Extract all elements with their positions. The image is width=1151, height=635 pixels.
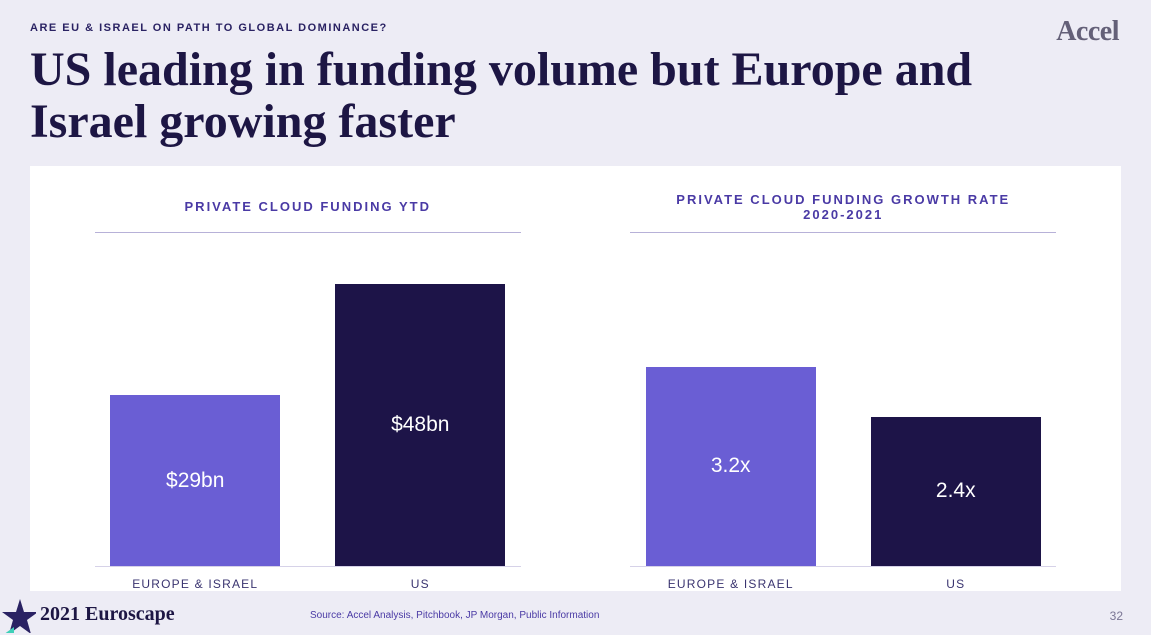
- chart-title: PRIVATE CLOUD FUNDING GROWTH RATE 2020-2…: [676, 190, 1010, 224]
- x-axis-label: US: [335, 577, 505, 591]
- bar: 3.2x: [646, 367, 816, 566]
- slide-footer: 2021 Euroscape Source: Accel Analysis, P…: [0, 593, 1151, 635]
- charts-panel: PRIVATE CLOUD FUNDING YTD $29bn $48bn EU…: [30, 166, 1121, 591]
- star-icon: [0, 597, 36, 633]
- x-axis-label: EUROPE & ISRAEL: [110, 577, 280, 591]
- bar-us: $48bn: [335, 243, 505, 566]
- chart-plot: $29bn $48bn: [95, 243, 521, 567]
- eyebrow-text: ARE EU & ISRAEL ON PATH TO GLOBAL DOMINA…: [30, 22, 1121, 34]
- bar-us: 2.4x: [871, 243, 1041, 566]
- footer-brand: 2021 Euroscape: [40, 603, 175, 626]
- x-axis-label: US: [871, 577, 1041, 591]
- bar-value-label: $48bn: [391, 413, 449, 437]
- chart-plot: 3.2x 2.4x: [630, 243, 1056, 567]
- bar-value-label: 3.2x: [711, 454, 751, 478]
- accel-logo: Accel: [1056, 16, 1119, 48]
- bar: $29bn: [110, 395, 280, 565]
- x-axis-label: EUROPE & ISRAEL: [646, 577, 816, 591]
- chart-title-rule: [95, 232, 521, 233]
- bar: 2.4x: [871, 417, 1041, 566]
- bar-europe-israel: 3.2x: [646, 243, 816, 566]
- bar: $48bn: [335, 284, 505, 566]
- chart-funding-ytd: PRIVATE CLOUD FUNDING YTD $29bn $48bn EU…: [40, 190, 576, 591]
- x-axis: EUROPE & ISRAEL US: [95, 577, 521, 591]
- bar-value-label: 2.4x: [936, 479, 976, 503]
- chart-title-rule: [630, 232, 1056, 233]
- x-axis: EUROPE & ISRAEL US: [630, 577, 1056, 591]
- slide-title: US leading in funding volume but Europe …: [30, 44, 1090, 148]
- bar-europe-israel: $29bn: [110, 243, 280, 566]
- bar-value-label: $29bn: [166, 469, 224, 493]
- slide: ARE EU & ISRAEL ON PATH TO GLOBAL DOMINA…: [0, 0, 1151, 635]
- footer-source: Source: Accel Analysis, Pitchbook, JP Mo…: [310, 610, 599, 621]
- page-number: 32: [1110, 609, 1123, 623]
- chart-title: PRIVATE CLOUD FUNDING YTD: [185, 190, 431, 224]
- chart-growth-rate: PRIVATE CLOUD FUNDING GROWTH RATE 2020-2…: [576, 190, 1112, 591]
